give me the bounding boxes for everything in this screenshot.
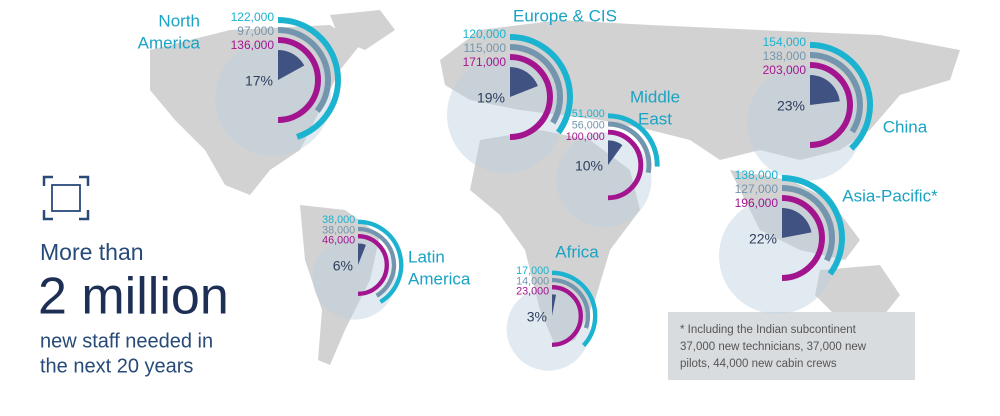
icon bbox=[42, 175, 90, 221]
ring-arc bbox=[781, 185, 835, 262]
region-name: Europe & CIS bbox=[513, 6, 617, 25]
ring-arc bbox=[509, 34, 573, 135]
value-label: 138,000 bbox=[735, 168, 779, 182]
share-wedge bbox=[358, 243, 366, 265]
ring-arc bbox=[277, 37, 321, 123]
share-wedge bbox=[608, 140, 623, 165]
value-label: 120,000 bbox=[463, 27, 507, 41]
value-label: 171,000 bbox=[463, 55, 507, 69]
value-label: 115,000 bbox=[464, 41, 507, 55]
share-label: 19% bbox=[477, 90, 505, 106]
region-name: North bbox=[158, 11, 200, 30]
ring-arc bbox=[357, 219, 404, 304]
share-wedge bbox=[278, 50, 305, 80]
headline-intro: More than bbox=[40, 239, 144, 265]
ring-arc bbox=[509, 54, 553, 140]
value-label: 136,000 bbox=[231, 38, 275, 52]
value-label: 196,000 bbox=[735, 196, 779, 210]
world-map bbox=[150, 10, 960, 365]
share-label: 10% bbox=[575, 158, 603, 174]
ring-arc bbox=[607, 121, 652, 174]
region-bubble bbox=[312, 236, 397, 320]
region-name: Latin bbox=[408, 247, 445, 266]
region-name: Asia-Pacific* bbox=[842, 186, 938, 205]
footnote-line: 37,000 new technicians, 37,000 new bbox=[680, 341, 867, 353]
share-wedge bbox=[810, 75, 840, 105]
region-name: America bbox=[408, 269, 471, 288]
ring-arc bbox=[357, 234, 389, 296]
share-label: 6% bbox=[333, 258, 353, 274]
region-name: China bbox=[883, 117, 928, 136]
footnote-box bbox=[668, 312, 915, 380]
share-label: 23% bbox=[777, 98, 805, 114]
value-label: 46,000 bbox=[322, 234, 355, 246]
ring-arc bbox=[607, 113, 660, 167]
value-label: 14,000 bbox=[516, 275, 549, 287]
value-label: 38,000 bbox=[322, 224, 355, 236]
region-name: East bbox=[638, 109, 672, 128]
ring-arc bbox=[809, 42, 873, 151]
ring-arc bbox=[809, 52, 863, 134]
share-label: 3% bbox=[527, 309, 547, 325]
region-name: America bbox=[138, 33, 201, 52]
region-bubble bbox=[506, 287, 591, 371]
ring-arc bbox=[781, 175, 845, 276]
headline-figure: 2 million bbox=[38, 268, 229, 326]
value-label: 38,000 bbox=[322, 214, 355, 226]
footnote-line: * Including the Indian subcontinent bbox=[680, 324, 857, 336]
region-bubble bbox=[556, 132, 652, 228]
share-wedge bbox=[782, 208, 812, 238]
headline-line: the next 20 years bbox=[40, 355, 193, 377]
share-label: 17% bbox=[245, 73, 273, 89]
region-name: Africa bbox=[555, 242, 599, 261]
value-label: 97,000 bbox=[237, 24, 274, 38]
value-label: 138,000 bbox=[763, 49, 807, 63]
ring-arc bbox=[277, 27, 331, 113]
value-label: 51,000 bbox=[572, 108, 605, 120]
ring-arc bbox=[509, 44, 563, 125]
headline-line: new staff needed in bbox=[40, 330, 213, 352]
value-label: 23,000 bbox=[516, 285, 549, 297]
value-label: 154,000 bbox=[763, 35, 807, 49]
value-label: 122,000 bbox=[231, 10, 275, 24]
value-label: 56,000 bbox=[572, 119, 605, 131]
share-wedge bbox=[510, 67, 538, 97]
value-label: 100,000 bbox=[566, 131, 605, 143]
ring-arc bbox=[781, 195, 825, 281]
share-label: 22% bbox=[749, 231, 777, 247]
ring-arc bbox=[551, 285, 583, 347]
footnote-line: pilots, 44,000 new cabin crews bbox=[680, 358, 837, 370]
ring-arc bbox=[357, 226, 397, 298]
ring-arc bbox=[277, 17, 341, 140]
region-name: Middle bbox=[630, 87, 680, 106]
ring-arc bbox=[809, 62, 853, 148]
share-wedge bbox=[552, 294, 557, 316]
region-bubble bbox=[215, 40, 331, 156]
ring-arc bbox=[551, 270, 598, 347]
ring-arc bbox=[607, 129, 644, 201]
value-label: 17,000 bbox=[516, 265, 549, 277]
value-label: 203,000 bbox=[763, 63, 807, 77]
value-label: 127,000 bbox=[735, 182, 779, 196]
ring-arc bbox=[551, 277, 591, 329]
